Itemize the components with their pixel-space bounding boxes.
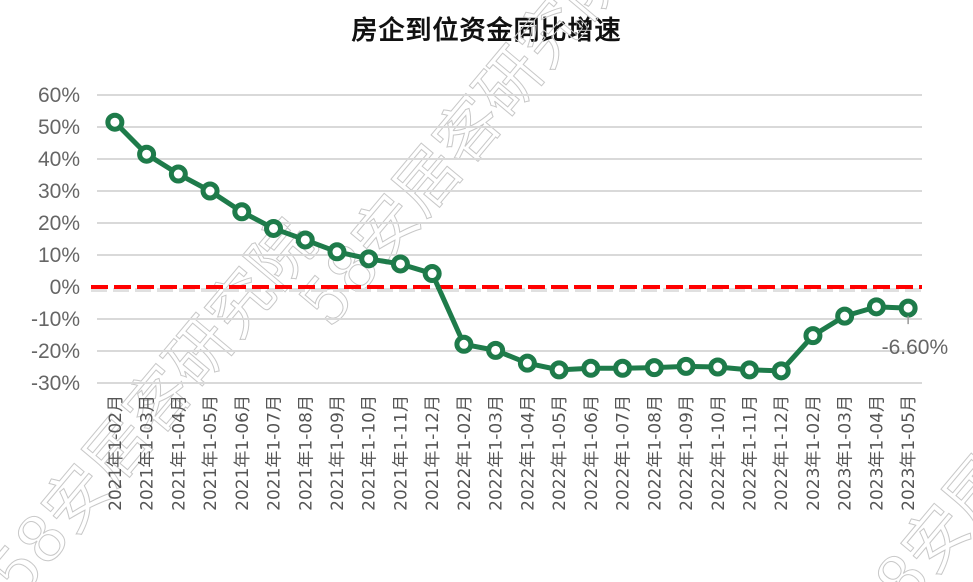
x-tick-label: 2021年1-09月 <box>328 395 348 511</box>
data-point-marker <box>549 360 569 380</box>
data-point-marker <box>835 306 855 326</box>
x-tick-label: 2022年1-09月 <box>677 395 697 511</box>
data-point-marker <box>359 249 379 269</box>
data-point-marker <box>803 326 823 346</box>
x-tick-label: 2022年1-08月 <box>645 395 665 511</box>
data-point-marker <box>200 181 220 201</box>
data-point-marker <box>771 361 791 381</box>
y-tick-label: 60% <box>38 84 80 107</box>
data-point-marker <box>866 297 886 317</box>
data-point-marker <box>137 144 157 164</box>
data-point-marker <box>327 242 347 262</box>
x-tick-label: 2022年1-02月 <box>455 395 475 511</box>
x-tick-label: 2021年1-02月 <box>106 395 126 511</box>
x-tick-label: 2021年1-07月 <box>265 395 285 511</box>
series-line <box>105 112 918 381</box>
y-tick-label: 10% <box>38 244 80 267</box>
data-point-marker <box>454 334 474 354</box>
x-tick-label: 2022年1-11月 <box>740 395 760 511</box>
gridlines <box>97 94 922 384</box>
data-point-marker <box>486 340 506 360</box>
data-point-marker <box>581 358 601 378</box>
data-point-marker <box>739 360 759 380</box>
x-tick-label: 2023年1-03月 <box>836 395 856 511</box>
x-axis: 2021年1-02月 2021年1-03月 2021年1-04月 2021年1-05月… <box>106 395 919 511</box>
data-point-marker <box>232 202 252 222</box>
y-tick-label: 20% <box>38 212 80 235</box>
x-tick-label: 2021年1-05月 <box>201 395 221 511</box>
chart-title: 房企到位资金同比增速 <box>351 16 622 46</box>
y-tick-label: 40% <box>38 148 80 171</box>
x-tick-label: 2023年1-02月 <box>804 395 824 511</box>
data-point-marker <box>708 357 728 377</box>
data-point-marker <box>105 112 125 132</box>
data-point-marker <box>390 254 410 274</box>
y-tick-label: -20% <box>31 340 80 363</box>
data-point-marker <box>168 164 188 184</box>
x-tick-label: 2021年1-06月 <box>233 395 253 511</box>
x-tick-label: 2021年1-03月 <box>138 395 158 511</box>
x-tick-label: 2023年1-04月 <box>867 395 887 511</box>
data-point-marker <box>644 358 664 378</box>
data-point-marker <box>898 298 918 318</box>
data-point-marker <box>676 356 696 376</box>
x-tick-label: 2022年1-03月 <box>487 395 507 511</box>
x-tick-label: 2021年1-04月 <box>169 395 189 511</box>
x-tick-label: 2022年1-12月 <box>772 395 792 511</box>
data-point-marker <box>264 218 284 238</box>
x-tick-label: 2021年1-12月 <box>423 395 443 511</box>
x-tick-label: 2022年1-07月 <box>614 395 634 511</box>
last-value-label: -6.60% <box>882 336 949 359</box>
data-label: -6.60% <box>882 316 949 359</box>
x-tick-label: 2022年1-05月 <box>550 395 570 511</box>
x-tick-label: 2021年1-11月 <box>391 395 411 511</box>
x-tick-label: 2022年1-06月 <box>582 395 602 511</box>
y-tick-label: -10% <box>31 308 80 331</box>
x-tick-label: 2021年1-08月 <box>296 395 316 511</box>
y-axis: 60% 50% 40% 30% 20% 10% 0% -10% -20% -30% <box>31 84 80 395</box>
data-point-marker <box>422 264 442 284</box>
data-point-marker <box>613 358 633 378</box>
data-point-marker <box>517 353 537 373</box>
y-tick-label: 0% <box>50 276 80 299</box>
x-tick-label: 2023年1-05月 <box>899 395 919 511</box>
x-tick-label: 2021年1-10月 <box>360 395 380 511</box>
x-tick-label: 2022年1-10月 <box>709 395 729 511</box>
y-tick-label: -30% <box>31 372 80 395</box>
x-tick-label: 2022年1-04月 <box>518 395 538 511</box>
y-tick-label: 30% <box>38 180 80 203</box>
zero-reference-line <box>91 285 922 292</box>
data-point-marker <box>295 230 315 250</box>
y-tick-label: 50% <box>38 116 80 139</box>
